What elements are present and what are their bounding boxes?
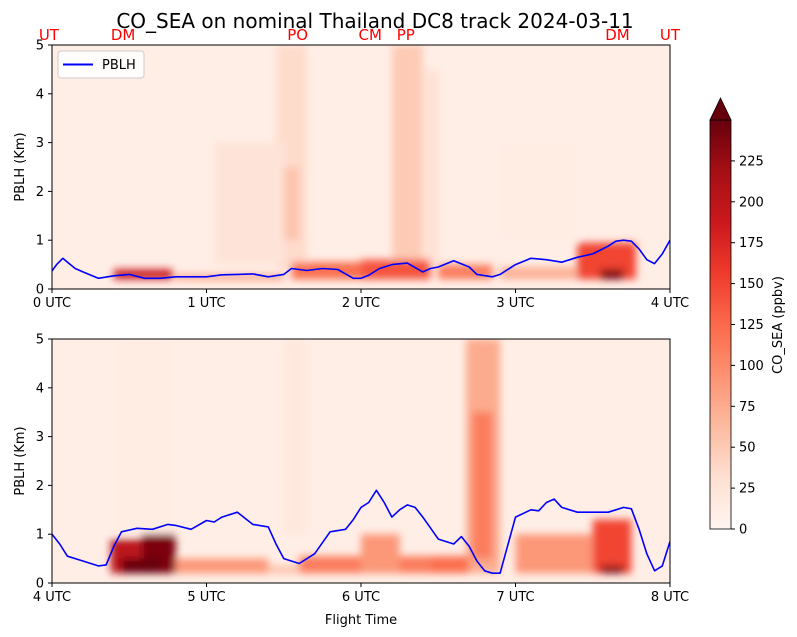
top-xtick-label: 2 UTC <box>342 296 380 311</box>
top-ytick-label: 3 <box>36 136 44 151</box>
bottom-hotspot-7 <box>430 556 470 574</box>
bottom-ytick-label: 1 <box>36 528 44 543</box>
top-location-labels: UT DM PO CM PP DM UT <box>39 26 681 44</box>
top-heatmap <box>52 45 670 289</box>
bottom-ylabel: PBLH (Km) <box>13 426 28 495</box>
bottom-hotspot-9 <box>592 519 632 574</box>
legend-pblh-label: PBLH <box>102 58 136 73</box>
top-heat-cells <box>113 45 637 280</box>
bottom-hotspot-10 <box>600 565 624 574</box>
top-axes: 0 UTC 1 UTC 2 UTC 3 UTC 4 UTC 0 1 2 3 4 5 <box>33 39 689 312</box>
colorbar-tick-label: 75 <box>739 400 756 415</box>
bottom-panel: 4 UTC 5 UTC 6 UTC 7 UTC 8 UTC 0 1 2 3 4 5 PBLH (Km… <box>13 333 689 629</box>
location-label: DM <box>605 26 630 44</box>
bottom-hotspot-6 <box>361 534 400 574</box>
bottom-ytick-label: 5 <box>36 333 44 348</box>
top-pblh-line-group <box>52 239 670 280</box>
location-label: CM <box>359 26 382 44</box>
location-label: DM <box>111 26 136 44</box>
colorbar: 0 25 50 75 100 125 150 175 200 225 CO_SEA (ppbv) <box>709 97 786 538</box>
location-label: PP <box>397 26 415 44</box>
bottom-xtick-label: 4 UTC <box>33 590 71 605</box>
top-xtick-label: 4 UTC <box>651 296 689 311</box>
bottom-hotspot-4 <box>268 565 300 574</box>
colorbar-extend-arrow <box>709 97 732 121</box>
bottom-ytick-label: 2 <box>36 479 44 494</box>
top-hotspot-1 <box>175 275 284 280</box>
colorbar-label: CO_SEA (ppbv) <box>771 276 786 374</box>
bottom-plume-3 <box>113 339 176 535</box>
colorbar-tick-label: 25 <box>739 482 756 497</box>
xlabel: Flight Time <box>325 613 397 628</box>
top-hotspot-4 <box>438 264 493 280</box>
top-plume-4 <box>214 142 284 265</box>
top-plume-2 <box>391 45 423 265</box>
bottom-xtick-label: 5 UTC <box>187 590 225 605</box>
top-panel: 0 UTC 1 UTC 2 UTC 3 UTC 4 UTC 0 1 2 3 4 5 UT DM PO CM… <box>13 26 689 311</box>
colorbar-tick-label: 50 <box>739 441 756 456</box>
top-hotspot-2 <box>291 262 369 280</box>
bottom-pblh-line-group <box>52 489 670 575</box>
bottom-pblh-line <box>52 489 670 575</box>
top-hotspot-7 <box>600 269 624 280</box>
bottom-plume-1 <box>472 412 493 559</box>
bottom-ytick-label: 0 <box>36 577 44 592</box>
top-plume-1 <box>283 167 300 241</box>
colorbar-ticks: 0 25 50 75 100 125 150 175 200 225 <box>731 154 764 538</box>
top-xtick-label: 0 UTC <box>33 296 71 311</box>
bottom-ytick-label: 4 <box>36 381 44 396</box>
colorbar-tick-label: 125 <box>739 318 764 333</box>
figure-title: CO_SEA on nominal Thailand DC8 track 202… <box>116 9 633 33</box>
bottom-hotspot-3 <box>175 558 269 574</box>
bottom-plume-2 <box>283 339 307 535</box>
top-ytick-label: 2 <box>36 185 44 200</box>
bottom-axes: 4 UTC 5 UTC 6 UTC 7 UTC 8 UTC 0 1 2 3 4 5 <box>33 333 689 606</box>
colorbar-tick-label: 0 <box>739 523 747 538</box>
legend-box <box>57 50 145 79</box>
bottom-hotspot-8 <box>515 534 593 574</box>
top-ytick-label: 0 <box>36 283 44 298</box>
legend: PBLH <box>57 50 145 79</box>
location-label: PO <box>287 26 308 44</box>
bottom-hotspot-2 <box>121 558 161 574</box>
colorbar-tick-label: 150 <box>739 277 764 292</box>
top-xtick-label: 1 UTC <box>187 296 225 311</box>
location-label: UT <box>660 26 681 44</box>
location-label: UT <box>39 26 60 44</box>
top-hotspot-3 <box>361 259 431 280</box>
top-ytick-label: 5 <box>36 39 44 54</box>
colorbar-tick-label: 200 <box>739 195 764 210</box>
colorbar-tick-label: 225 <box>739 154 764 169</box>
bottom-heatmap <box>52 339 670 583</box>
bottom-ytick-label: 3 <box>36 430 44 445</box>
top-hotspot-0 <box>113 269 173 280</box>
colorbar-gradient <box>709 119 732 530</box>
top-ylabel: PBLH (Km) <box>13 132 28 201</box>
top-ytick-label: 1 <box>36 234 44 249</box>
bottom-xtick-label: 8 UTC <box>651 590 689 605</box>
bottom-xtick-label: 7 UTC <box>496 590 534 605</box>
top-pblh-line <box>52 239 670 280</box>
top-plume-3 <box>425 69 439 265</box>
top-plume-5 <box>500 142 578 241</box>
bottom-heat-cells <box>110 339 632 574</box>
top-xtick-label: 3 UTC <box>496 296 534 311</box>
colorbar-tick-label: 175 <box>739 236 764 251</box>
colorbar-tick-label: 100 <box>739 359 764 374</box>
top-hotspot-5 <box>500 267 578 280</box>
bottom-xtick-label: 6 UTC <box>342 590 380 605</box>
top-ytick-label: 4 <box>36 87 44 102</box>
